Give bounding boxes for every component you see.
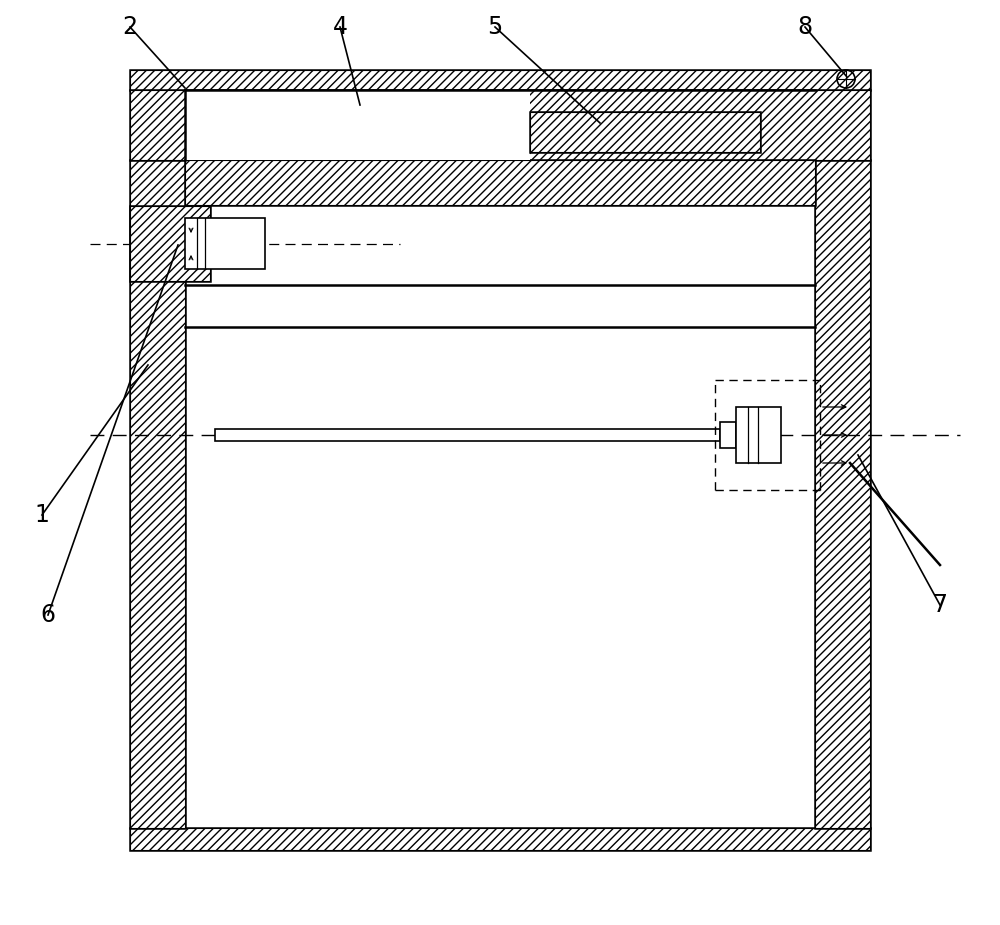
Bar xyxy=(815,160,870,828)
Bar xyxy=(130,70,870,90)
Bar xyxy=(215,429,720,441)
Bar xyxy=(185,160,815,205)
Text: 7: 7 xyxy=(932,593,948,617)
Text: 2: 2 xyxy=(122,15,138,39)
Bar xyxy=(130,160,185,828)
Bar xyxy=(130,90,870,160)
Text: 8: 8 xyxy=(797,15,813,39)
Bar xyxy=(130,90,870,160)
Text: 4: 4 xyxy=(332,15,348,39)
Bar xyxy=(130,828,870,850)
Bar xyxy=(720,422,736,448)
Bar xyxy=(185,160,815,205)
Bar xyxy=(130,206,210,281)
Text: 1: 1 xyxy=(35,503,49,527)
Bar xyxy=(815,160,870,828)
Bar xyxy=(530,112,760,152)
Bar xyxy=(185,90,530,160)
Bar xyxy=(130,160,185,828)
Bar xyxy=(130,828,870,850)
Bar xyxy=(185,218,265,269)
Bar xyxy=(130,206,210,281)
Bar xyxy=(130,70,870,90)
Text: 6: 6 xyxy=(40,603,56,627)
Bar xyxy=(530,112,760,152)
Text: 5: 5 xyxy=(487,15,503,39)
Bar xyxy=(736,407,781,463)
